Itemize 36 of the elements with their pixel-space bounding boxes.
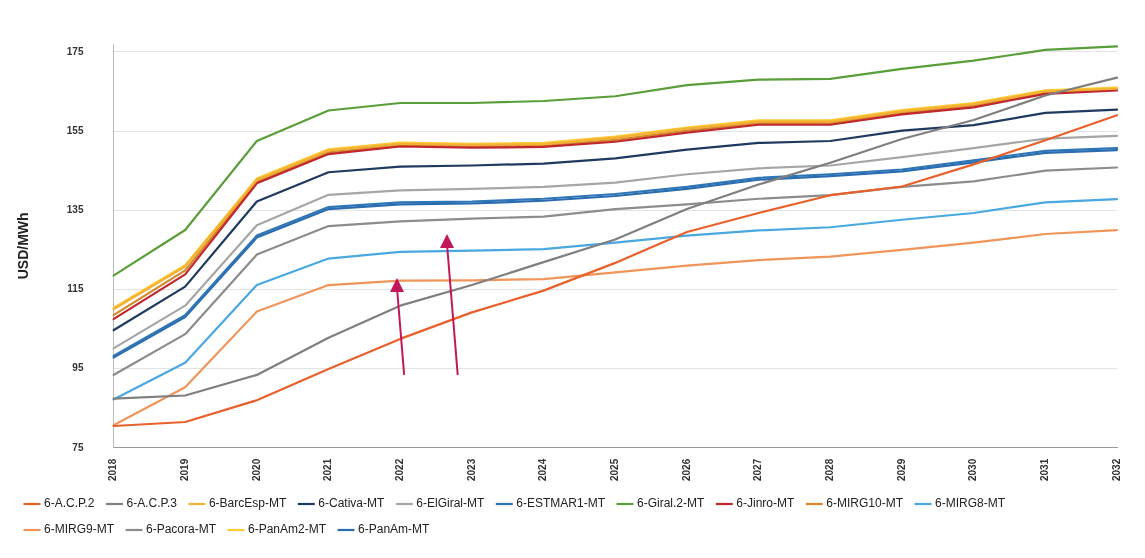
x-tick-label: 2022 [393, 458, 405, 481]
x-tick-label: 2025 [608, 458, 620, 481]
y-tick-label: 135 [66, 204, 84, 215]
x-tick-label: 2019 [178, 458, 190, 481]
legend-label: 6-ElGiral-MT [416, 496, 485, 511]
legend-label: 6-MIRG9-MT [44, 522, 115, 537]
y-tick-label: 95 [72, 362, 84, 374]
x-tick-label: 2029 [895, 458, 907, 481]
legend-label: 6-Cativa-MT [318, 496, 385, 511]
y-tick-label: 155 [66, 124, 84, 136]
legend-label: 6-Giral.2-MT [636, 496, 705, 511]
y-tick-label: 175 [66, 45, 84, 57]
legend-label: 6-Jinro-MT [736, 496, 795, 511]
legend-label: 6-MIRG8-MT [934, 496, 1006, 511]
legend-label: 6-ESTMAR1-MT [516, 496, 606, 511]
x-tick-label: 2021 [322, 458, 334, 481]
y-tick-label: 115 [67, 283, 84, 295]
x-tick-label: 2032 [1110, 458, 1122, 481]
x-tick-label: 2028 [824, 458, 836, 481]
x-tick-label: 2024 [537, 458, 549, 481]
x-tick-label: 2018 [107, 458, 119, 481]
x-tick-label: 2020 [250, 458, 262, 481]
legend-label: 6-PanAm-MT [358, 522, 431, 537]
x-tick-label: 2027 [752, 458, 764, 481]
x-tick-label: 2030 [967, 458, 979, 481]
legend-label: 6-A.C.P.3 [126, 496, 178, 511]
legend-label: 6-A.C.P.2 [44, 496, 95, 511]
legend-label: 6-MIRG10-MT [826, 496, 904, 511]
legend-label: 6-BarcEsp-MT [208, 496, 287, 511]
x-tick-label: 2031 [1039, 458, 1051, 481]
x-tick-label: 2023 [465, 458, 477, 481]
y-axis-title: USD/MWh [15, 212, 32, 280]
x-tick-label: 2026 [680, 458, 692, 481]
legend-label: 6-PanAm2-MT [248, 522, 327, 537]
y-tick-label: 75 [72, 441, 84, 453]
legend-label: 6-Pacora-MT [146, 522, 217, 537]
